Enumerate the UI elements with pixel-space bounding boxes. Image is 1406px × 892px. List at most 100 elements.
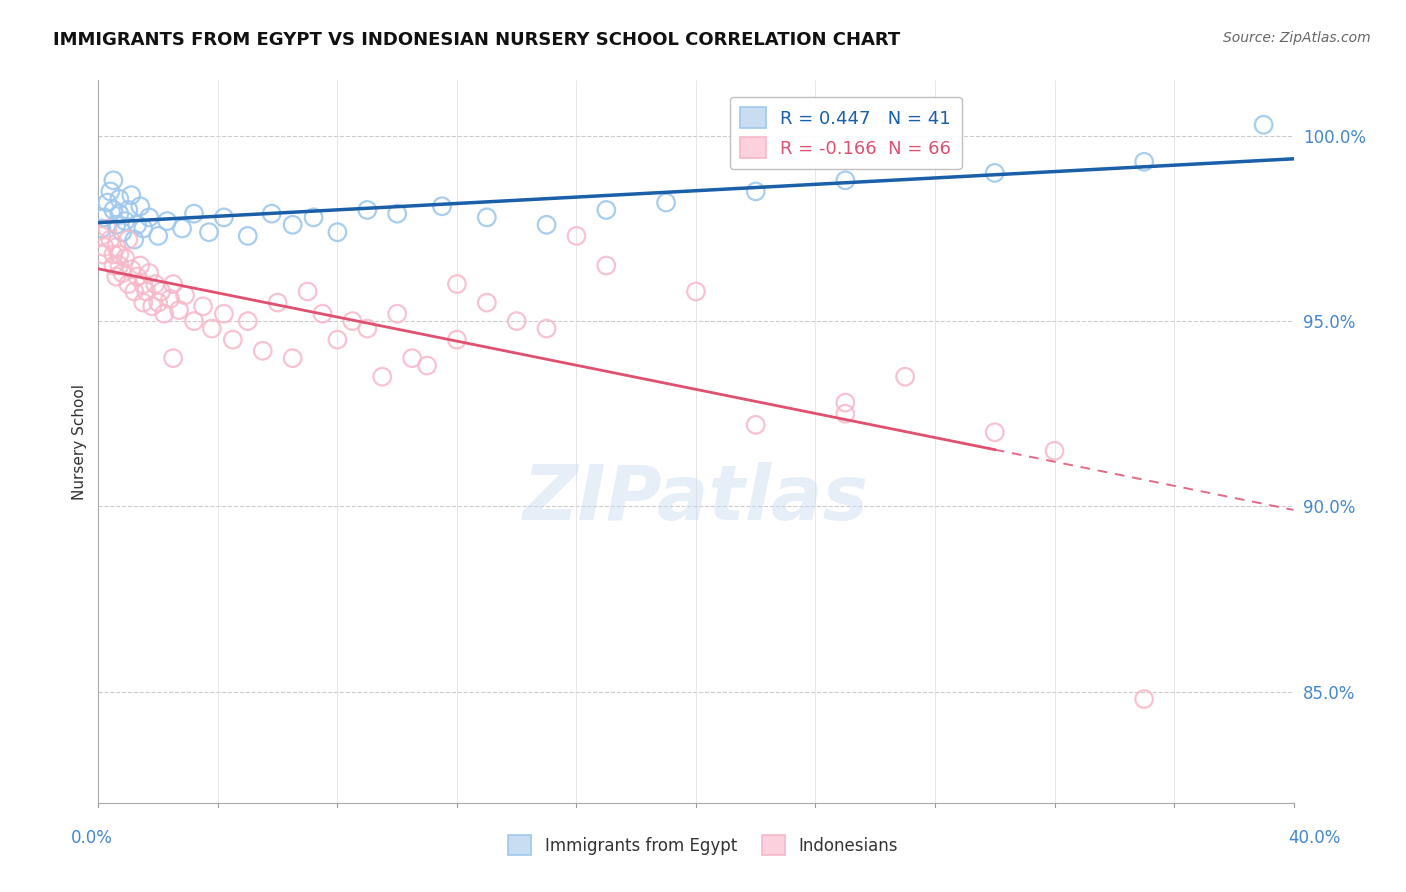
Point (894, 369, 917, 384)
Point (326, 333, 349, 347)
Point (132, 221, 155, 235)
Point (212, 307, 235, 321)
Point (222, 333, 245, 347)
Legend: Immigrants from Egypt, Indonesians: Immigrants from Egypt, Indonesians (502, 829, 904, 862)
Point (198, 225, 221, 239)
Point (984, 425, 1007, 440)
Point (655, 195, 678, 210)
Point (103, 259, 125, 273)
Point (834, 395, 856, 409)
Point (141, 299, 163, 313)
Point (172, 221, 194, 235)
Point (267, 295, 290, 310)
Point (685, 285, 707, 299)
Point (356, 321, 378, 335)
Point (595, 259, 617, 273)
Text: Source: ZipAtlas.com: Source: ZipAtlas.com (1223, 31, 1371, 45)
Point (167, 303, 190, 318)
Point (127, 269, 149, 284)
Point (98, 233, 122, 247)
Point (135, 285, 157, 299)
Point (108, 207, 131, 221)
Point (162, 351, 184, 366)
Point (446, 333, 468, 347)
Point (212, 211, 235, 225)
Point (124, 285, 146, 299)
Point (326, 225, 349, 239)
Point (105, 269, 128, 284)
Point (281, 218, 304, 232)
Point (114, 214, 136, 228)
Point (105, 240, 128, 254)
Point (91, 247, 114, 261)
Point (183, 207, 205, 221)
Point (103, 202, 125, 217)
Point (401, 351, 423, 366)
Point (90, 228, 112, 243)
Point (132, 295, 155, 310)
Point (111, 266, 134, 280)
Point (252, 343, 274, 358)
Y-axis label: Nursery School: Nursery School (72, 384, 87, 500)
Point (124, 233, 146, 247)
Point (536, 321, 558, 335)
Point (191, 299, 214, 313)
Point (159, 292, 181, 306)
Point (834, 173, 856, 187)
Point (302, 211, 325, 225)
Point (90, 221, 112, 235)
Text: 40.0%: 40.0% (1288, 829, 1341, 847)
Point (114, 251, 136, 265)
Point (129, 259, 152, 273)
Point (236, 314, 259, 328)
Point (138, 211, 160, 225)
Point (416, 359, 439, 373)
Point (565, 228, 588, 243)
Point (96, 221, 118, 235)
Point (745, 185, 768, 199)
Point (446, 277, 468, 291)
Point (129, 199, 152, 213)
Point (385, 307, 409, 321)
Point (745, 417, 768, 432)
Point (117, 233, 139, 247)
Point (108, 259, 131, 273)
Point (153, 307, 176, 321)
Point (1133, 154, 1156, 169)
Point (96, 195, 118, 210)
Text: 0.0%: 0.0% (70, 829, 112, 847)
Point (260, 207, 283, 221)
Point (132, 277, 155, 291)
Point (506, 314, 529, 328)
Point (148, 295, 170, 310)
Point (1043, 443, 1066, 458)
Point (281, 351, 304, 366)
Point (536, 218, 558, 232)
Point (156, 214, 179, 228)
Point (111, 225, 134, 239)
Point (93, 211, 115, 225)
Point (297, 285, 319, 299)
Point (984, 166, 1007, 180)
Point (595, 202, 617, 217)
Point (120, 262, 142, 277)
Text: ZIPatlas: ZIPatlas (523, 462, 869, 536)
Point (183, 314, 205, 328)
Point (93, 240, 115, 254)
Point (105, 218, 128, 232)
Point (143, 277, 166, 291)
Point (103, 247, 125, 261)
Point (236, 228, 259, 243)
Point (108, 192, 131, 206)
Point (138, 266, 160, 280)
Point (174, 288, 197, 302)
Point (108, 247, 131, 261)
Point (98, 185, 122, 199)
Point (148, 228, 170, 243)
Point (311, 307, 333, 321)
Point (103, 173, 125, 187)
Point (120, 188, 142, 202)
Point (475, 211, 498, 225)
Point (201, 321, 224, 335)
Point (117, 277, 139, 291)
